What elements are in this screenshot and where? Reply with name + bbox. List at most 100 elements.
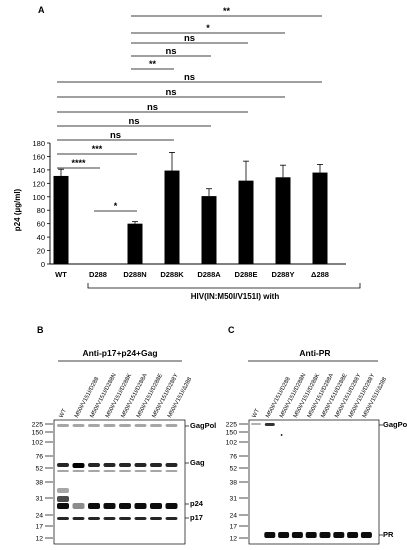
- blot-band: [103, 463, 116, 467]
- panel-c-blot-frame: [248, 419, 380, 545]
- band-label: PR: [383, 530, 394, 539]
- lane-label: M50I/V151I/D288: [265, 376, 291, 419]
- panel-b-lane-labels: WT M50I/V151I/D288M50I/V151I/D288NM50I/V1…: [58, 373, 193, 419]
- blot-band: [57, 503, 69, 509]
- blot-band: [88, 424, 100, 427]
- marker-label: 225: [32, 422, 44, 429]
- marker-label: 38: [35, 480, 43, 487]
- y-axis-label: p24 (µg/ml): [13, 188, 22, 231]
- band-label: Gag: [190, 458, 205, 467]
- marker-label: 31: [229, 496, 237, 503]
- blot-band: [57, 517, 69, 520]
- y-tick-label: 20: [37, 247, 45, 256]
- blot-band: [150, 470, 162, 472]
- significance-label: ***: [92, 144, 103, 154]
- band-label: GagPol: [383, 420, 407, 429]
- blot-band: [119, 517, 131, 520]
- panel-b-band-labels: GagPol Gag p24 p17: [185, 421, 216, 522]
- blot-band: [264, 423, 275, 426]
- y-tick-label: 100: [32, 193, 45, 202]
- y-tick-label: 180: [32, 139, 45, 148]
- blot-band: [150, 463, 162, 467]
- blot-band: [72, 503, 85, 509]
- blot-band: [291, 532, 303, 538]
- panel-c-title: Anti-PR: [299, 348, 330, 358]
- y-axis: 0 20 40 60 80 100 120 140 160 180: [32, 139, 346, 269]
- bar: [312, 172, 328, 264]
- blot-band: [165, 424, 178, 427]
- blot-band: [88, 463, 100, 467]
- blot-band: [103, 470, 116, 472]
- blot-band: [72, 517, 85, 520]
- blot-band: [251, 423, 261, 425]
- y-tick-label: 0: [41, 260, 45, 269]
- panel-a-label: A: [38, 5, 45, 15]
- blot-band: [134, 424, 147, 427]
- significance-label: *: [206, 23, 210, 33]
- significance-label: ****: [71, 158, 86, 168]
- lane-label: WT: [58, 408, 68, 419]
- marker-label: 150: [226, 430, 238, 437]
- blot-band: [57, 424, 69, 427]
- panel-b-label: B: [37, 325, 44, 335]
- blot-band: [347, 532, 359, 538]
- marker-label: 38: [229, 480, 237, 487]
- blot-band: [103, 503, 116, 509]
- significance-label: **: [223, 6, 231, 16]
- x-tick-label: D288: [89, 270, 107, 279]
- blot-band: [165, 517, 178, 520]
- marker-label: 150: [32, 430, 44, 437]
- blot-band: [134, 470, 147, 472]
- blot-band: [360, 532, 372, 538]
- blot-band: [72, 463, 85, 468]
- x-tick-label: D288A: [197, 270, 221, 279]
- bar: [201, 196, 217, 264]
- significance-label: **: [149, 59, 157, 69]
- marker-label: 31: [35, 496, 43, 503]
- bar: [127, 223, 143, 264]
- blot-band: [278, 532, 290, 538]
- marker-label: 52: [229, 466, 237, 473]
- blot-band: [88, 470, 100, 472]
- panel-c-band-labels: GagPol PR: [379, 420, 407, 539]
- lane-label: WT: [251, 408, 261, 419]
- blot-band: [72, 424, 85, 427]
- blot-band: [103, 517, 116, 520]
- significance-label: ns: [110, 130, 121, 141]
- y-tick-label: 40: [37, 233, 45, 242]
- blot-band: [88, 503, 100, 509]
- band-label: p24: [190, 499, 204, 508]
- band-label: GagPol: [190, 421, 216, 430]
- x-tick-label: D288N: [123, 270, 146, 279]
- blot-band: [119, 503, 131, 509]
- marker-label: 17: [229, 524, 237, 531]
- panel-c-blot: [248, 419, 380, 545]
- blot-band: [119, 463, 131, 467]
- y-tick-label: 160: [32, 152, 45, 161]
- panel-b-title: Anti-p17+p24+Gag: [82, 348, 157, 358]
- blot-band: [72, 470, 85, 472]
- marker-label: 24: [229, 513, 237, 520]
- blot-band: [57, 470, 69, 472]
- marker-label: 12: [35, 536, 43, 543]
- y-tick-label: 140: [32, 166, 45, 175]
- marker-label: 76: [35, 454, 43, 461]
- significance-label: ns: [165, 87, 176, 98]
- significance-label: ns: [184, 33, 195, 44]
- y-tick-label: 120: [32, 179, 45, 188]
- blot-band: [57, 463, 69, 467]
- blot-band: [150, 424, 162, 427]
- y-tick-label: 60: [37, 220, 45, 229]
- blot-band: [150, 503, 162, 509]
- blot-band: [150, 517, 162, 520]
- blot-band: [333, 532, 345, 538]
- blot-band: [305, 532, 317, 538]
- x-tick-label: D288Y: [272, 270, 295, 279]
- bars: [53, 152, 328, 264]
- bar: [275, 177, 291, 264]
- bar: [164, 170, 180, 264]
